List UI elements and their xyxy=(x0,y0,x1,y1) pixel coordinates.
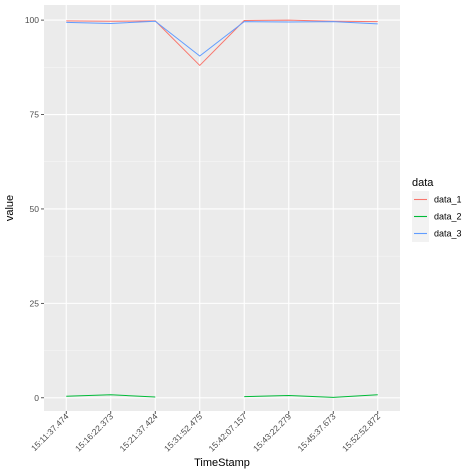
legend: data data_1 data_2 data_3 xyxy=(412,177,462,242)
x-axis-title: TimeStamp xyxy=(194,457,250,469)
x-tick-label: 15:43:22.279 xyxy=(251,411,293,453)
y-axis-title: value xyxy=(4,195,16,221)
legend-label: data_2 xyxy=(434,212,462,222)
series-line-data-2 xyxy=(244,394,378,398)
x-tick-label: 15:16:22.373 xyxy=(73,411,115,453)
plot-panel xyxy=(44,5,400,411)
y-tick-label: 100 xyxy=(25,15,39,25)
x-axis: 15:11:37.474 15:16:22.373 15:21:37.424 15:3… xyxy=(29,411,382,454)
x-tick-label: 15:31:52.475 xyxy=(162,411,204,453)
series-line-data-2 xyxy=(66,394,156,398)
legend-title: data xyxy=(412,177,434,189)
major-grid xyxy=(44,5,400,411)
y-axis: 0 25 50 75 100 xyxy=(25,15,44,403)
x-tick-label: 15:42:07.157 xyxy=(206,411,248,453)
series-layer xyxy=(66,19,378,398)
y-tick-label: 50 xyxy=(30,204,40,214)
minor-grid xyxy=(44,67,400,351)
x-tick-label: 15:21:37.424 xyxy=(117,411,159,453)
legend-label: data_3 xyxy=(434,229,462,239)
series-line-data-3 xyxy=(66,20,378,57)
legend-label: data_1 xyxy=(434,195,462,205)
y-tick-label: 0 xyxy=(34,393,39,403)
x-tick-label: 15:11:37.474 xyxy=(29,411,71,453)
series-line-data-1 xyxy=(66,19,378,66)
y-tick-label: 25 xyxy=(30,298,40,308)
x-tick-label: 15:52:52.872 xyxy=(340,411,382,453)
x-tick-label: 15:45:37.673 xyxy=(295,411,337,453)
y-tick-label: 75 xyxy=(30,110,40,120)
